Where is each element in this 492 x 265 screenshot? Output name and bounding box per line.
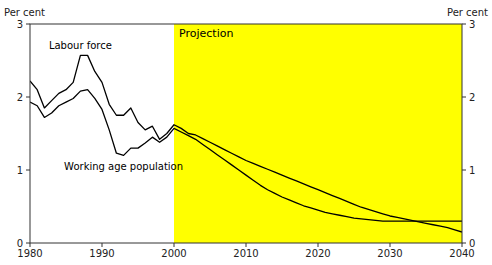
x-tick: [390, 243, 391, 247]
projection-label: Projection: [179, 27, 233, 40]
x-tick-label: 2040: [449, 248, 474, 259]
x-tick-label: 2030: [377, 248, 402, 259]
x-tick: [30, 243, 31, 247]
y2-tick-label: 3: [469, 19, 475, 30]
y-tick: [26, 97, 30, 98]
x-tick: [174, 243, 175, 247]
y-tick-label: 2: [17, 92, 23, 103]
y-tick-label: 1: [17, 165, 23, 176]
plot-area: [30, 24, 462, 243]
x-tick: [246, 243, 247, 247]
y2-axis-label: Per cent: [447, 7, 488, 18]
y2-tick-label: 1: [469, 165, 475, 176]
x-tick-label: 1990: [89, 248, 114, 259]
y-tick-label: 0: [17, 238, 23, 249]
y-tick: [26, 24, 30, 25]
x-tick-label: 2010: [233, 248, 258, 259]
frame: [30, 24, 462, 243]
series-line: [30, 90, 462, 221]
y2-tick-label: 0: [469, 238, 475, 249]
y2-tick: [462, 24, 466, 25]
x-tick-label: 2000: [161, 248, 186, 259]
y-axis-label: Per cent: [4, 7, 45, 18]
y2-tick: [462, 170, 466, 171]
x-tick: [102, 243, 103, 247]
x-tick-label: 2020: [305, 248, 330, 259]
chart: 198019902000201020202030204001230123Per …: [0, 0, 492, 265]
y-tick: [26, 243, 30, 244]
y2-tick: [462, 97, 466, 98]
series-line: [30, 55, 462, 232]
series-label: Labour force: [49, 40, 112, 51]
x-tick-label: 1980: [17, 248, 42, 259]
series-label: Working age population: [64, 161, 183, 172]
y2-tick-label: 2: [469, 92, 475, 103]
y-tick: [26, 170, 30, 171]
y2-tick: [462, 243, 466, 244]
x-tick: [462, 243, 463, 247]
x-tick: [318, 243, 319, 247]
y-tick-label: 3: [17, 19, 23, 30]
